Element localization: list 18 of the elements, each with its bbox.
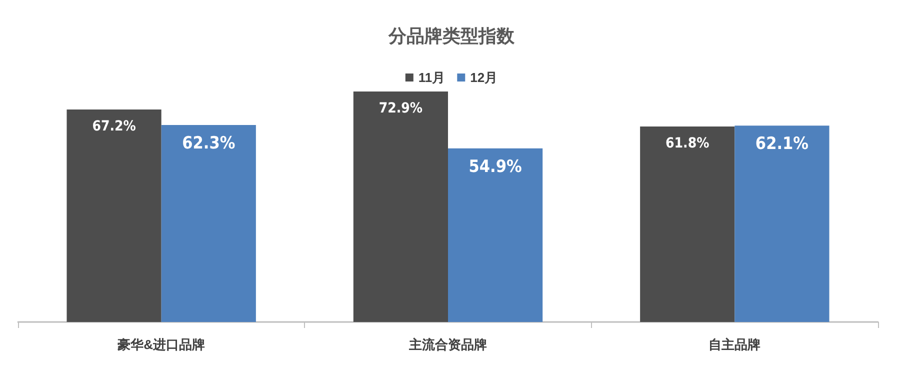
bar xyxy=(734,126,830,322)
legend-label: 11月 xyxy=(418,70,446,85)
bar xyxy=(448,148,543,322)
data-label: 72.9% xyxy=(378,100,423,116)
data-label: 62.1% xyxy=(755,134,808,154)
bar xyxy=(640,126,735,322)
data-label: 62.3% xyxy=(182,133,236,154)
data-label: 54.9% xyxy=(468,156,522,177)
x-tick-label: 自主品牌 xyxy=(708,337,761,352)
x-tick-label: 主流合资品牌 xyxy=(408,337,487,352)
bar xyxy=(353,91,448,322)
data-label: 61.8% xyxy=(666,136,710,152)
bar xyxy=(161,124,256,322)
bar xyxy=(66,109,162,322)
legend-label: 12月 xyxy=(470,70,498,85)
data-label: 67.2% xyxy=(92,118,136,134)
x-tick-label: 豪华&进口品牌 xyxy=(116,337,206,352)
chart-title: 分品牌类型指数 xyxy=(388,26,516,46)
